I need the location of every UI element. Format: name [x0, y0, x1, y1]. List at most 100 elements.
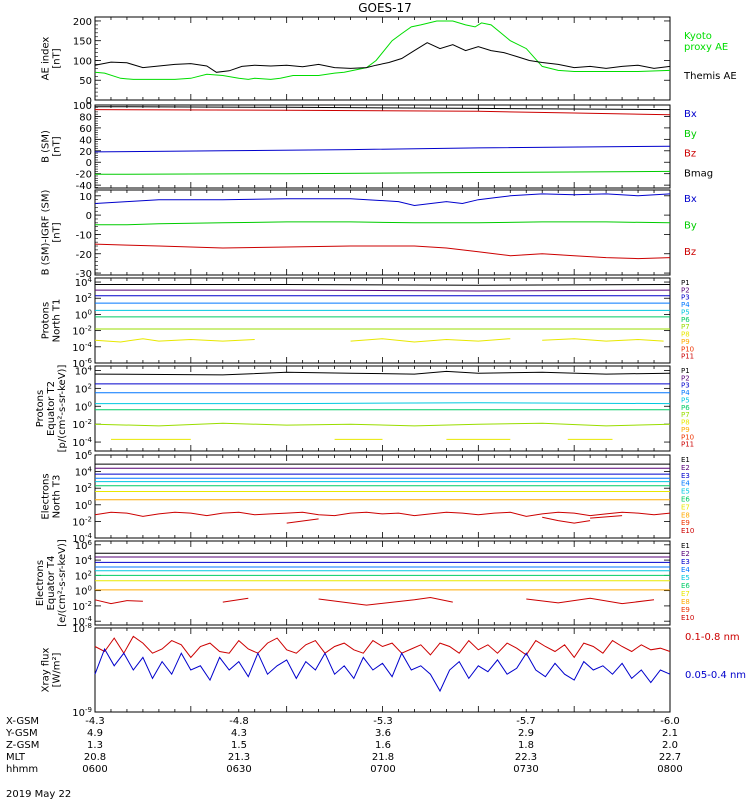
x-axis-value: 4.9 — [87, 728, 103, 739]
legend-entry: E3 — [681, 472, 690, 480]
y-tick-exponent: -4 — [85, 341, 93, 349]
y-axis-label: North T1 — [52, 299, 63, 343]
series-line-e9c — [318, 596, 453, 606]
y-tick-label: -40 — [76, 181, 92, 192]
series-line-e10c — [590, 515, 623, 519]
y-tick-label: 10-4 — [72, 341, 92, 354]
y-tick-label: 10-8 — [72, 622, 92, 635]
x-axis-value: 0600 — [82, 764, 107, 775]
y-axis-label: Protons — [41, 302, 52, 339]
x-axis-value: 0800 — [657, 764, 682, 775]
x-axis-value: 21.3 — [228, 752, 250, 763]
y-tick-label: 10-2 — [72, 325, 92, 338]
series-line-bz — [94, 243, 671, 260]
y-tick-label: 0 — [86, 158, 92, 169]
y-tick-exponent: 4 — [88, 364, 93, 372]
x-axis-value: 1.5 — [231, 740, 247, 751]
y-axis-label: Electrons — [41, 473, 52, 519]
x-axis-value: 1.6 — [375, 740, 391, 751]
series-line-p5 — [95, 402, 671, 405]
x-axis-value: 2.0 — [662, 740, 678, 751]
legend-entry: P3 — [681, 382, 690, 390]
x-axis-row-label: hhmm — [6, 764, 38, 775]
series-line-p2 — [95, 289, 671, 292]
y-tick-exponent: -2 — [85, 600, 92, 608]
legend-entry: E3 — [681, 558, 690, 566]
legend-entry: Themis AE — [683, 71, 737, 82]
y-tick-label: 100 — [75, 499, 92, 512]
series-line-p8b — [350, 338, 511, 343]
series-line-bz — [94, 109, 671, 116]
legend-entry: P1 — [681, 367, 690, 375]
y-tick-exponent: 4 — [88, 276, 93, 284]
y-tick-exponent: -2 — [85, 325, 92, 333]
y-axis-label: [p/(cm²-s-sr-keV)] — [57, 365, 68, 453]
x-axis-row-label: Y-GSM — [5, 728, 38, 739]
legend-entry: E7 — [681, 503, 690, 511]
x-axis-value: -4.3 — [85, 716, 105, 727]
x-axis-value: 1.8 — [518, 740, 534, 751]
series-line-e9 — [94, 599, 143, 605]
legend-entry: proxy AE — [684, 42, 728, 53]
y-axis-label: Equator T2 — [46, 381, 57, 436]
y-tick-exponent: -4 — [85, 532, 93, 540]
legend-entry: P5 — [681, 396, 690, 404]
x-axis-value: 4.3 — [231, 728, 247, 739]
series-line-themis-ae — [94, 42, 671, 73]
y-tick-label: 106 — [75, 449, 93, 462]
legend-entry: P7 — [681, 411, 690, 419]
legend-entry: E10 — [681, 527, 694, 535]
y-axis-label: [e/(cm²-s-sr-keV)] — [57, 539, 68, 627]
y-tick-exponent: 0 — [88, 400, 92, 408]
legend-entry: Bx — [684, 109, 697, 120]
legend-entry: E1 — [681, 456, 690, 464]
panel-frame — [94, 627, 671, 713]
series-line-e10 — [286, 518, 319, 524]
y-tick-exponent: -4 — [85, 436, 93, 444]
y-axis-label: B (SM)-IGRF (SM) — [41, 190, 52, 276]
legend-entry: P9 — [681, 426, 690, 434]
series-line-bx — [94, 193, 671, 207]
series-line-by — [95, 221, 671, 226]
y-tick-label: 10-4 — [72, 436, 92, 449]
series-line-0-05-0-4-nm — [94, 647, 671, 693]
legend-entry: P6 — [681, 404, 690, 412]
x-axis-value: 0730 — [513, 764, 538, 775]
y-tick-label: -20 — [76, 170, 92, 181]
legend-entry: P9 — [681, 338, 690, 346]
legend-entry: E7 — [681, 590, 690, 598]
legend-entry: E4 — [681, 566, 690, 574]
x-axis-value: 22.3 — [515, 752, 537, 763]
y-tick-label: 0 — [86, 211, 92, 222]
x-axis-value: -5.3 — [373, 716, 393, 727]
y-tick-exponent: 2 — [88, 482, 92, 490]
y-axis-label: Electrons — [35, 560, 46, 606]
y-axis-label: [nT] — [52, 222, 63, 242]
y-tick-label: 100 — [75, 585, 92, 598]
y-tick-label: 10-2 — [72, 418, 92, 431]
legend-entry: Bx — [684, 194, 697, 205]
legend-entry: Bmag — [684, 168, 713, 179]
panel-frame — [94, 454, 671, 539]
panel-5: 104 102 100 10-2 10-4 Protons Equator T2 [p/(cm… — [35, 364, 694, 452]
legend-entry: E1 — [681, 542, 690, 550]
y-tick-exponent: -2 — [85, 515, 92, 523]
y-tick-exponent: -2 — [85, 418, 92, 426]
x-axis-value: -5.7 — [516, 716, 536, 727]
y-tick-exponent: 2 — [88, 569, 92, 577]
y-axis-label: North T3 — [52, 475, 63, 519]
legend-entry: E9 — [681, 606, 690, 614]
x-axis-value: 20.8 — [84, 752, 106, 763]
y-tick-exponent: -9 — [85, 706, 92, 714]
x-axis-value: 0630 — [226, 764, 251, 775]
